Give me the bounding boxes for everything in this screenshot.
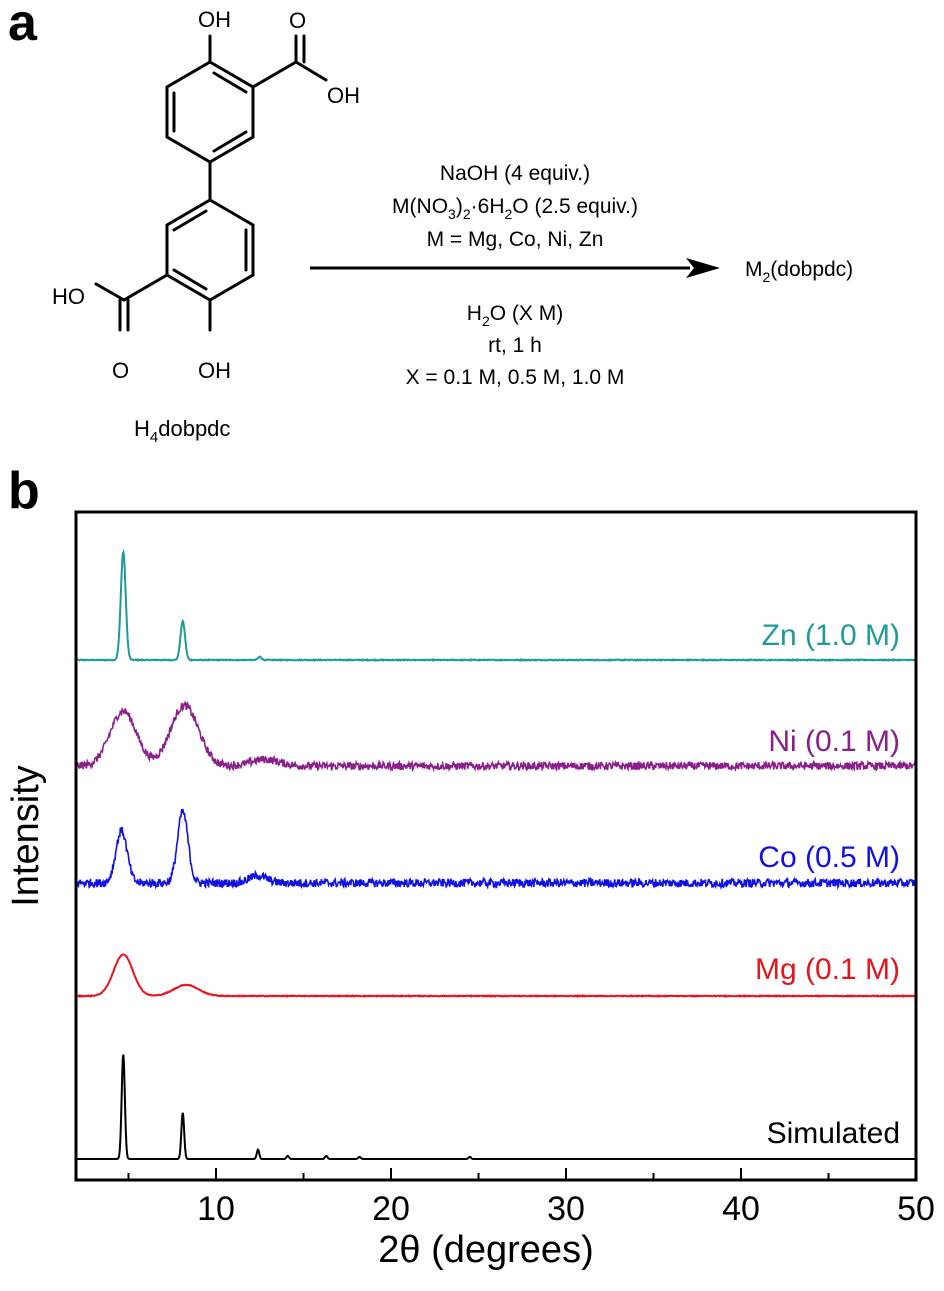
condition-metals: M = Mg, Co, Ni, Zn: [427, 228, 604, 251]
series-line: [76, 1054, 916, 1160]
x-tick-label: 10: [197, 1190, 235, 1228]
product-label: M2(dobpdc): [745, 258, 853, 285]
x-tick-label: 30: [547, 1190, 585, 1228]
condition-salt: M(NO3)2·6H2O (2.5 equiv.): [392, 195, 638, 222]
structure-h4dobpdc: [94, 34, 328, 332]
series-label: Co (0.5 M): [758, 841, 900, 874]
series-label: Ni (0.1 M): [768, 725, 900, 758]
group-ho-acid-bottom: HO: [52, 284, 85, 309]
panel-label-b: b: [8, 462, 40, 520]
series-label: Simulated: [767, 1117, 900, 1150]
group-o-bottom: O: [112, 358, 129, 383]
group-oh-bottom: OH: [198, 358, 231, 383]
condition-concentration: X = 0.1 M, 0.5 M, 1.0 M: [406, 366, 625, 389]
y-axis-label: Intensity: [5, 765, 47, 907]
series-line: [75, 548, 916, 663]
condition-solvent: H2O (X M): [467, 302, 563, 329]
reaction-arrow: [310, 258, 720, 278]
x-tick-label: 20: [372, 1190, 410, 1228]
group-oh-acid-top: OH: [327, 83, 360, 108]
series-label: Zn (1.0 M): [762, 619, 900, 652]
condition-time: rt, 1 h: [488, 334, 542, 357]
group-oh-top: OH: [198, 7, 231, 32]
plot-frame: [74, 510, 918, 1182]
panel-label-a: a: [8, 0, 38, 52]
x-tick-label: 50: [897, 1190, 935, 1228]
molecule-name: H4dobpdc: [134, 416, 230, 446]
series-line: [75, 953, 917, 998]
group-o-top: O: [289, 8, 306, 33]
series-label: Mg (0.1 M): [755, 953, 900, 986]
series-line: [75, 808, 917, 891]
xrd-plot: Zn (1.0 M) Ni (0.1 M) Co (0.5 M) Mg (0.1 M)…: [5, 510, 935, 1271]
condition-base: NaOH (4 equiv.): [440, 162, 590, 185]
series-line: [75, 700, 917, 773]
x-axis-label: 2θ (degrees): [378, 1229, 593, 1271]
x-tick-label: 40: [722, 1190, 760, 1228]
